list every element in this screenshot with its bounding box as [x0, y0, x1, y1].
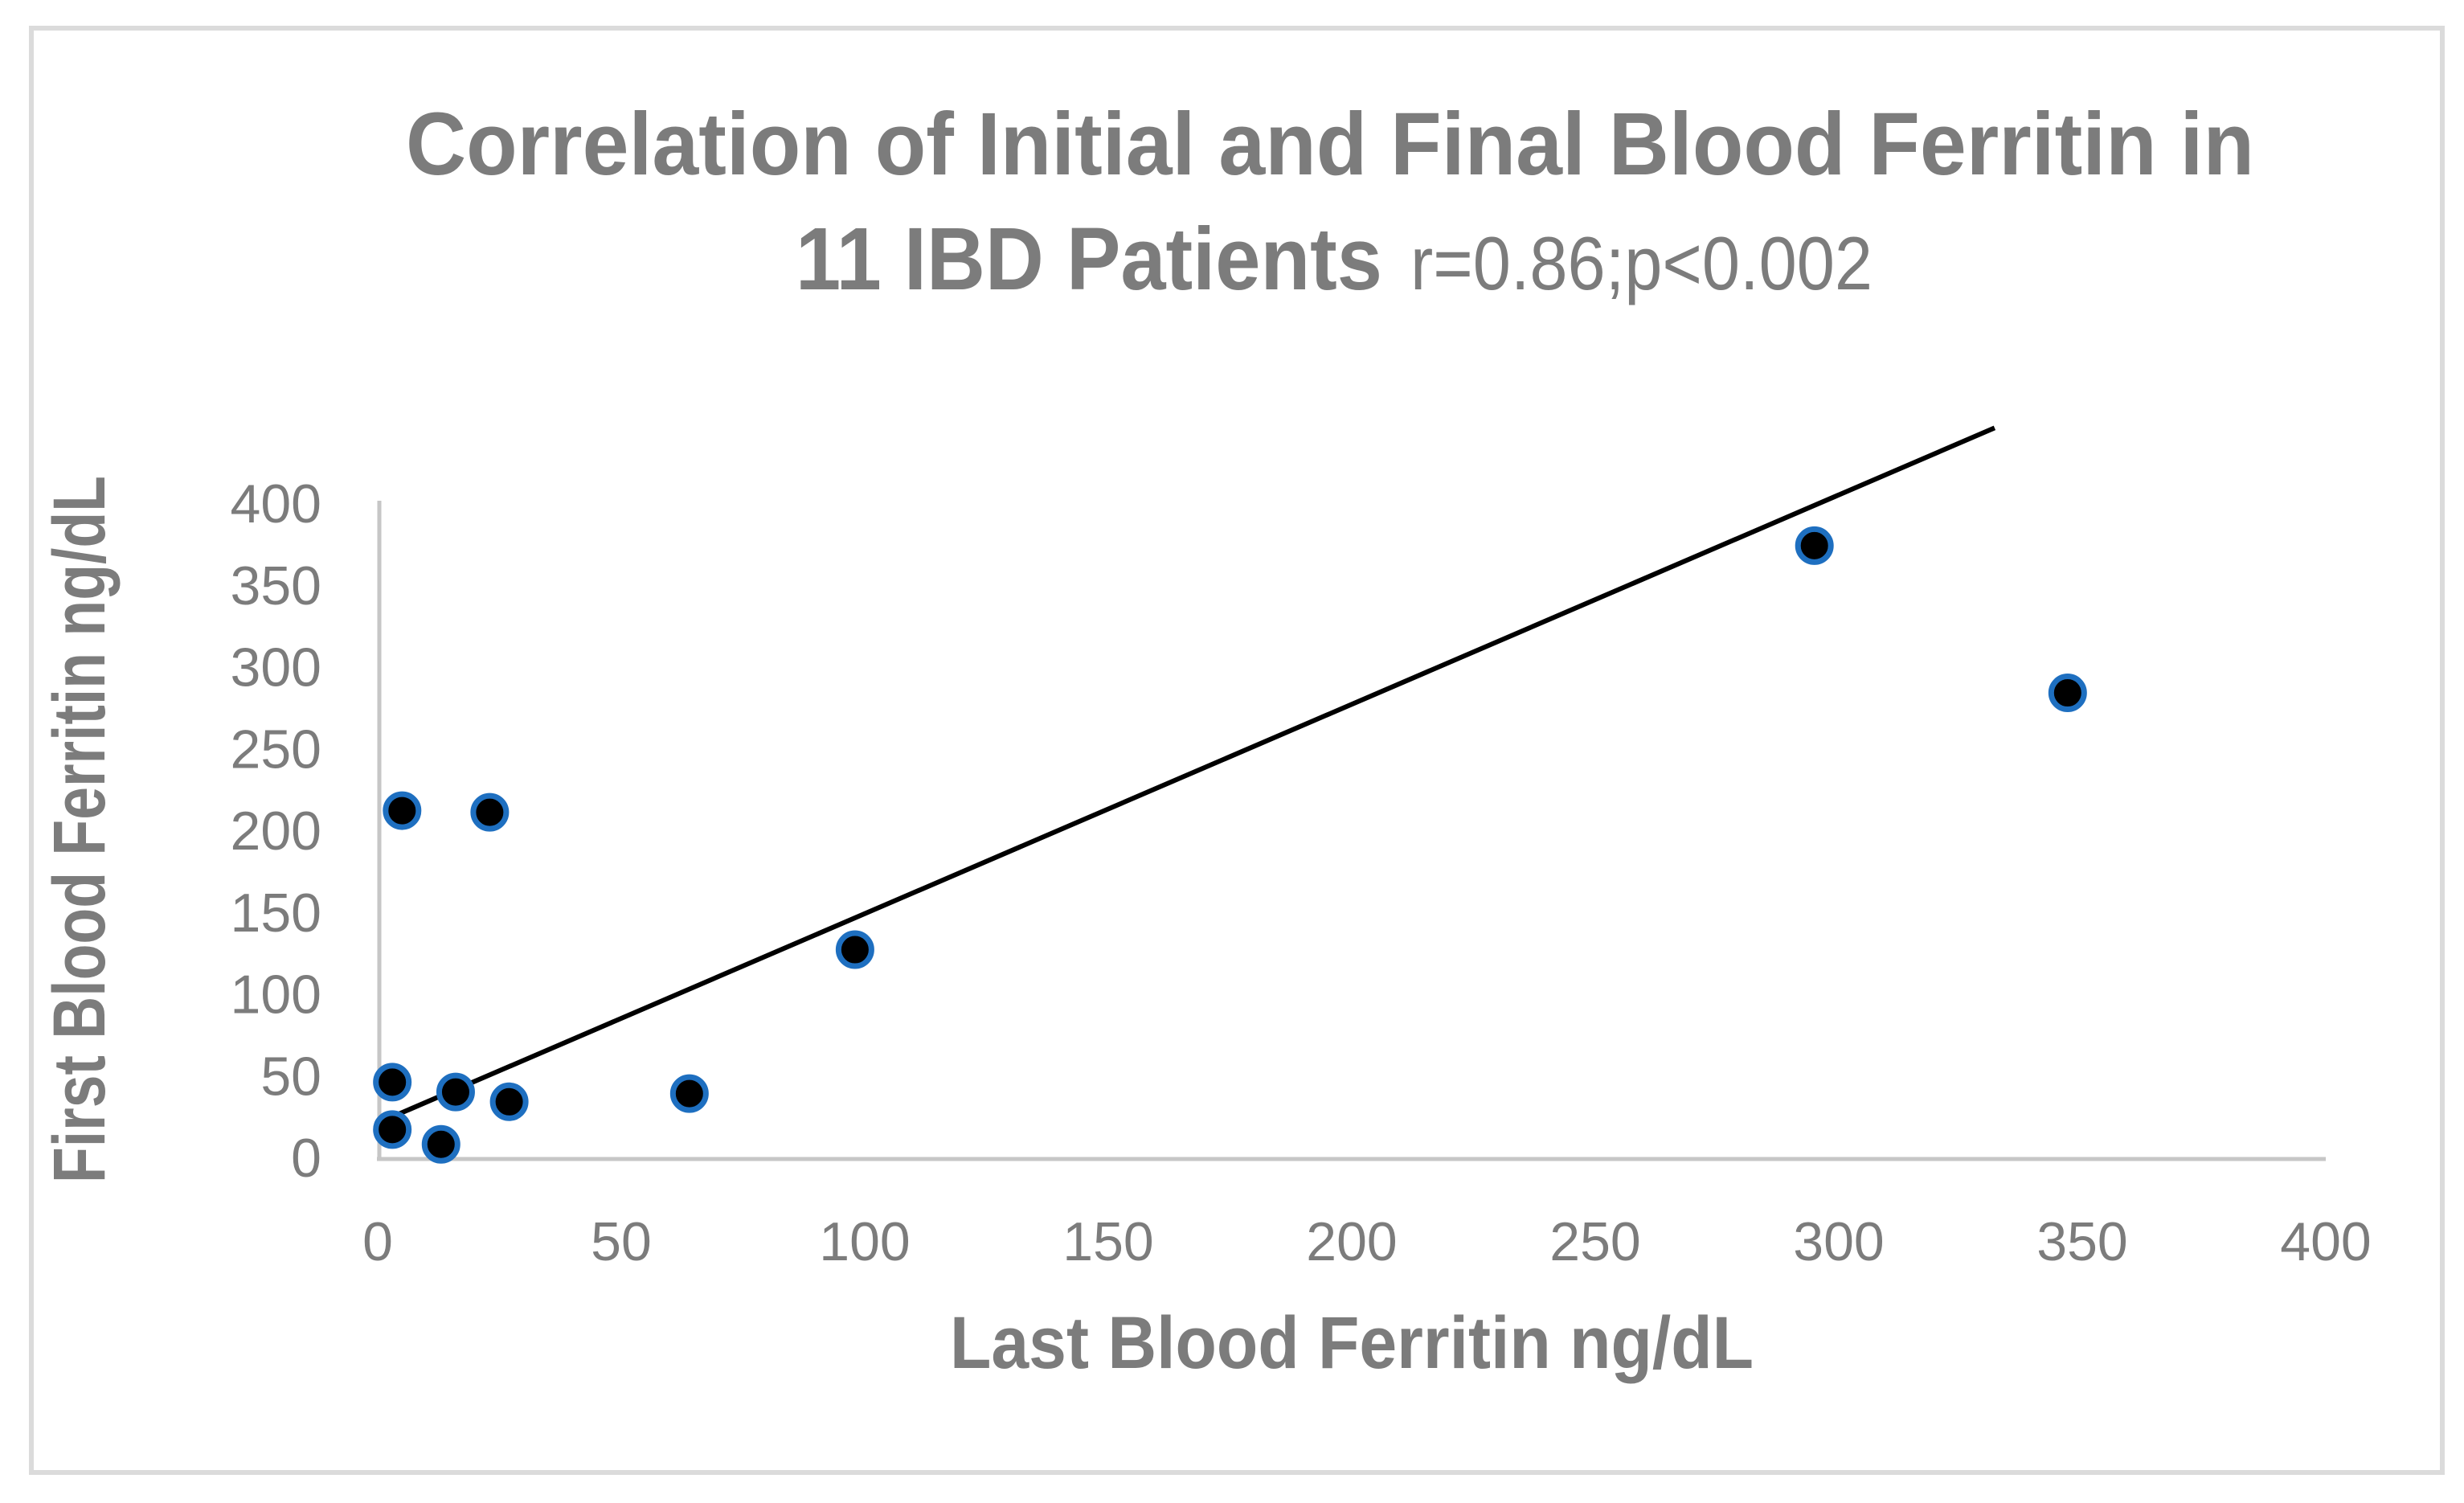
trendline	[376, 425, 1996, 1126]
data-point-marker	[1795, 526, 1834, 565]
data-point-marker	[421, 1124, 460, 1164]
data-point-marker	[373, 1110, 412, 1149]
x-axis-title: Last Blood Ferritin ng/dL	[950, 1302, 1754, 1384]
data-point-marker	[835, 930, 874, 969]
x-tick-label: 100	[819, 1211, 910, 1272]
y-axis-tick-labels: 0 50 100 150 200 250 300 350 400	[231, 473, 321, 1189]
chart-title-line2: 11 IBD Patients r=0.86;p<0.002	[796, 210, 1873, 309]
y-tick-label: 400	[231, 473, 321, 534]
chart-title-line1: Correlation of Initial and Final Blood F…	[406, 95, 2254, 194]
x-axis-tick-labels: 0 50 100 150 200 250 300 350 400	[362, 1211, 2372, 1272]
data-point-marker	[489, 1082, 529, 1121]
data-point-marker	[373, 1063, 412, 1102]
y-tick-label: 200	[231, 801, 321, 862]
y-tick-label: 0	[291, 1128, 321, 1189]
y-tick-label: 350	[231, 555, 321, 616]
chart-title-stats: r=0.86;p<0.002	[1410, 221, 1873, 305]
x-tick-label: 350	[2036, 1211, 2127, 1272]
x-tick-label: 0	[362, 1211, 393, 1272]
y-tick-label: 300	[231, 637, 321, 698]
data-point-marker	[470, 792, 510, 832]
figure-border	[29, 26, 2445, 1475]
x-tick-label: 200	[1306, 1211, 1397, 1272]
x-tick-label: 250	[1549, 1211, 1640, 1272]
data-point-marker	[383, 791, 422, 830]
y-tick-label: 150	[231, 883, 321, 944]
chart-title-patients: 11 IBD Patients	[796, 210, 1382, 309]
y-tick-label: 250	[231, 719, 321, 780]
x-tick-label: 50	[591, 1211, 652, 1272]
x-tick-label: 400	[2280, 1211, 2371, 1272]
y-tick-label: 100	[231, 964, 321, 1026]
data-point-marker	[669, 1074, 709, 1113]
data-point-marker	[2048, 674, 2087, 713]
x-tick-label: 300	[1793, 1211, 1884, 1272]
data-point-marker	[436, 1072, 475, 1112]
y-tick-label: 50	[260, 1046, 321, 1107]
x-tick-label: 150	[1062, 1211, 1153, 1272]
y-axis-title: First Blood Ferritin ng/dL	[39, 476, 121, 1183]
data-series	[373, 425, 2087, 1164]
